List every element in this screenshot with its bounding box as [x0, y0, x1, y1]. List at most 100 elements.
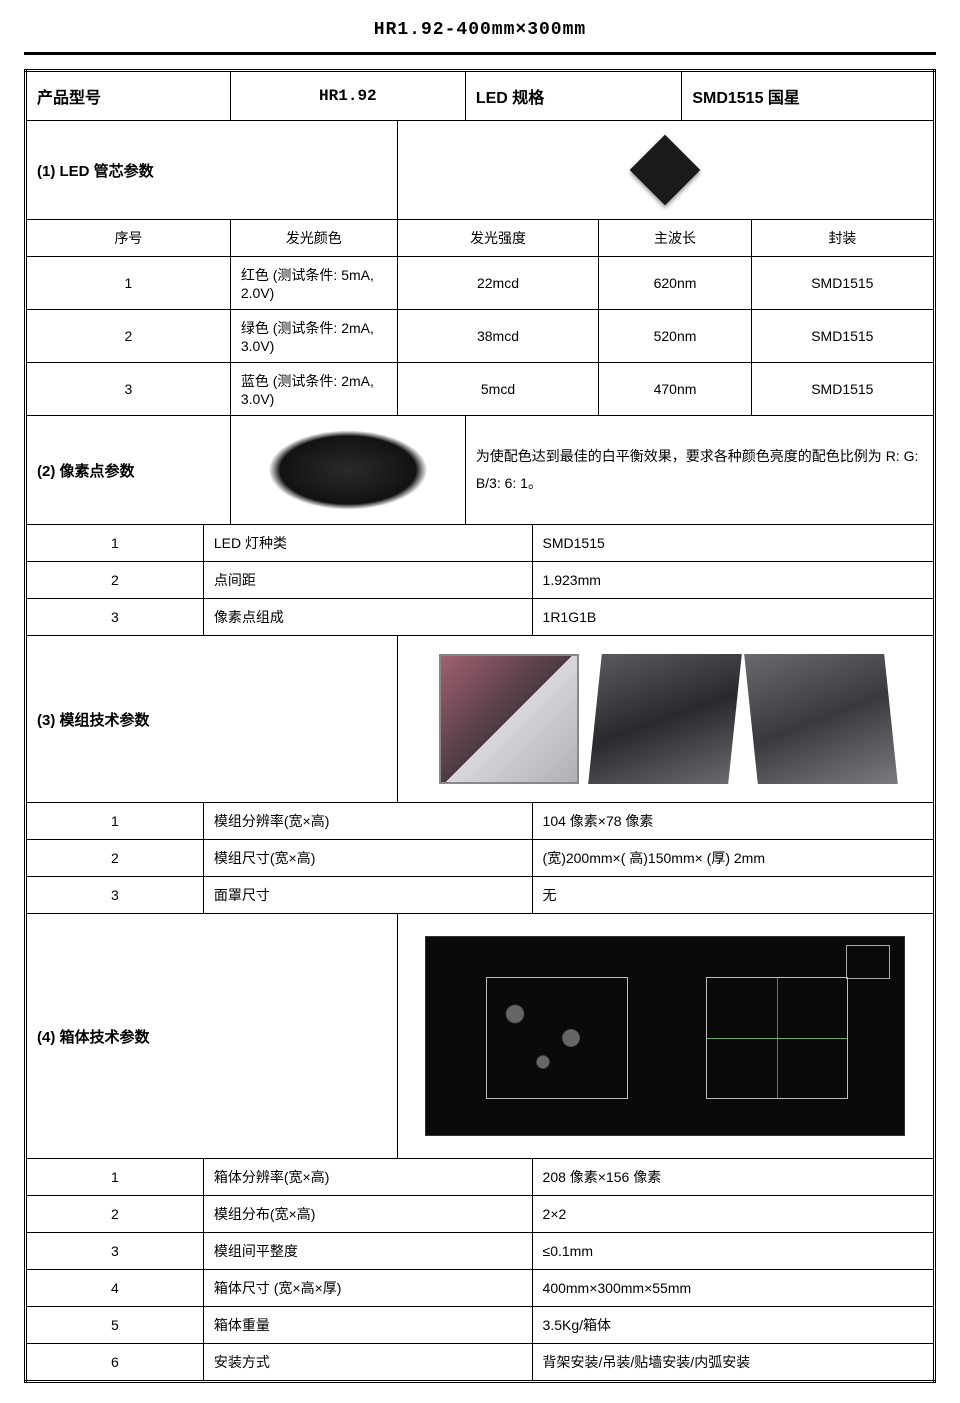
cell: 5mcd — [397, 363, 599, 416]
cell: 绿色 (测试条件: 2mA, 3.0V) — [230, 310, 397, 363]
section3-label: (3) 模组技术参数 — [26, 636, 398, 803]
cell: 22mcd — [397, 257, 599, 310]
section1-label: (1) LED 管芯参数 — [26, 121, 398, 220]
cell: 箱体重量 — [203, 1307, 532, 1344]
cell: 2×2 — [532, 1196, 934, 1233]
section1-columns: 序号 发光颜色 发光强度 主波长 封装 — [26, 220, 935, 257]
cell: LED 灯种类 — [203, 525, 532, 562]
cell: 3 — [26, 877, 204, 914]
cell: SMD1515 — [532, 525, 934, 562]
table-row: 3 蓝色 (测试条件: 2mA, 3.0V) 5mcd 470nm SMD151… — [26, 363, 935, 416]
cell: 208 像素×156 像素 — [532, 1159, 934, 1196]
cell: 4 — [26, 1270, 204, 1307]
cad-image-cell — [397, 914, 934, 1159]
cad-mini-icon — [846, 945, 890, 979]
led-chip-icon — [620, 135, 710, 205]
table-row: 3 模组间平整度 ≤0.1mm — [26, 1233, 935, 1270]
page: HR1.92-400mm×300mm 产品型号 HR1.92 LED 规格 SM… — [0, 0, 960, 1403]
cell: 2 — [26, 562, 204, 599]
cell: 背架安装/吊装/贴墙安装/内弧安装 — [532, 1344, 934, 1382]
table-row: 2 模组分布(宽×高) 2×2 — [26, 1196, 935, 1233]
cell: 模组分辨率(宽×高) — [203, 803, 532, 840]
cell: 3.5Kg/箱体 — [532, 1307, 934, 1344]
table-row: 2 点间距 1.923mm — [26, 562, 935, 599]
cell: 3 — [26, 363, 231, 416]
cell: 红色 (测试条件: 5mA, 2.0V) — [230, 257, 397, 310]
cell: 点间距 — [203, 562, 532, 599]
cell: 安装方式 — [203, 1344, 532, 1382]
chip-image-cell — [397, 121, 934, 220]
header-row: 产品型号 HR1.92 LED 规格 SMD1515 国星 — [26, 71, 935, 121]
cell: 箱体尺寸 (宽×高×厚) — [203, 1270, 532, 1307]
cell: 400mm×300mm×55mm — [532, 1270, 934, 1307]
cell: 2 — [26, 840, 204, 877]
section1-header: (1) LED 管芯参数 — [26, 121, 935, 220]
section2-header: (2) 像素点参数 为使配色达到最佳的白平衡效果，要求各种颜色亮度的配色比例为 … — [26, 416, 935, 525]
cell: 520nm — [599, 310, 751, 363]
cell: ≤0.1mm — [532, 1233, 934, 1270]
page-title: HR1.92-400mm×300mm — [24, 20, 936, 52]
col-idx: 序号 — [26, 220, 231, 257]
module-iso2-icon — [744, 654, 898, 784]
cell: 蓝色 (测试条件: 2mA, 3.0V) — [230, 363, 397, 416]
table-row: 6 安装方式 背架安装/吊装/贴墙安装/内弧安装 — [26, 1344, 935, 1382]
cell: 620nm — [599, 257, 751, 310]
table-row: 2 模组尺寸(宽×高) (宽)200mm×( 高)150mm× (厚) 2mm — [26, 840, 935, 877]
model-label: 产品型号 — [26, 71, 231, 121]
cell: 3 — [26, 1233, 204, 1270]
cabinet-cad-icon — [425, 936, 905, 1136]
cell: (宽)200mm×( 高)150mm× (厚) 2mm — [532, 840, 934, 877]
cell: 1.923mm — [532, 562, 934, 599]
col-pkg: 封装 — [751, 220, 934, 257]
module-iso1-icon — [588, 654, 742, 784]
module-front-icon — [439, 654, 579, 784]
section2-label: (2) 像素点参数 — [26, 416, 231, 525]
cell: 1 — [26, 803, 204, 840]
table-row: 3 面罩尺寸 无 — [26, 877, 935, 914]
cell: 3 — [26, 599, 204, 636]
cell: 1 — [26, 257, 231, 310]
cell: 像素点组成 — [203, 599, 532, 636]
cell: 模组尺寸(宽×高) — [203, 840, 532, 877]
cell: 470nm — [599, 363, 751, 416]
table-row: 2 绿色 (测试条件: 2mA, 3.0V) 38mcd 520nm SMD15… — [26, 310, 935, 363]
cell: 无 — [532, 877, 934, 914]
table-row: 1 红色 (测试条件: 5mA, 2.0V) 22mcd 620nm SMD15… — [26, 257, 935, 310]
cell: 104 像素×78 像素 — [532, 803, 934, 840]
cell: 6 — [26, 1344, 204, 1382]
section4-label: (4) 箱体技术参数 — [26, 914, 398, 1159]
cell: 2 — [26, 310, 231, 363]
table-row: 4 箱体尺寸 (宽×高×厚) 400mm×300mm×55mm — [26, 1270, 935, 1307]
cell: 1 — [26, 1159, 204, 1196]
spec-table: 产品型号 HR1.92 LED 规格 SMD1515 国星 (1) LED 管芯… — [24, 69, 936, 1383]
model-value: HR1.92 — [230, 71, 465, 121]
col-color: 发光颜色 — [230, 220, 397, 257]
col-wavelength: 主波长 — [599, 220, 751, 257]
cell: SMD1515 — [751, 257, 934, 310]
col-intensity: 发光强度 — [397, 220, 599, 257]
led-spec-value: SMD1515 国星 — [682, 71, 935, 121]
module-images-cell — [397, 636, 934, 803]
cell: 箱体分辨率(宽×高) — [203, 1159, 532, 1196]
title-rule — [24, 52, 936, 55]
cell: 1 — [26, 525, 204, 562]
section2-note: 为使配色达到最佳的白平衡效果，要求各种颜色亮度的配色比例为 R: G: B/3:… — [465, 416, 934, 525]
cell: 模组分布(宽×高) — [203, 1196, 532, 1233]
table-row: 5 箱体重量 3.5Kg/箱体 — [26, 1307, 935, 1344]
cell: SMD1515 — [751, 363, 934, 416]
section3-header: (3) 模组技术参数 — [26, 636, 935, 803]
table-row: 3 像素点组成 1R1G1B — [26, 599, 935, 636]
cell: SMD1515 — [751, 310, 934, 363]
cell: 2 — [26, 1196, 204, 1233]
cell: 面罩尺寸 — [203, 877, 532, 914]
table-row: 1 LED 灯种类 SMD1515 — [26, 525, 935, 562]
cell: 38mcd — [397, 310, 599, 363]
cell: 5 — [26, 1307, 204, 1344]
cell: 1R1G1B — [532, 599, 934, 636]
table-row: 1 模组分辨率(宽×高) 104 像素×78 像素 — [26, 803, 935, 840]
cell: 模组间平整度 — [203, 1233, 532, 1270]
pixel-image-cell — [230, 416, 465, 525]
table-row: 1 箱体分辨率(宽×高) 208 像素×156 像素 — [26, 1159, 935, 1196]
section4-header: (4) 箱体技术参数 — [26, 914, 935, 1159]
led-spec-label: LED 规格 — [465, 71, 682, 121]
